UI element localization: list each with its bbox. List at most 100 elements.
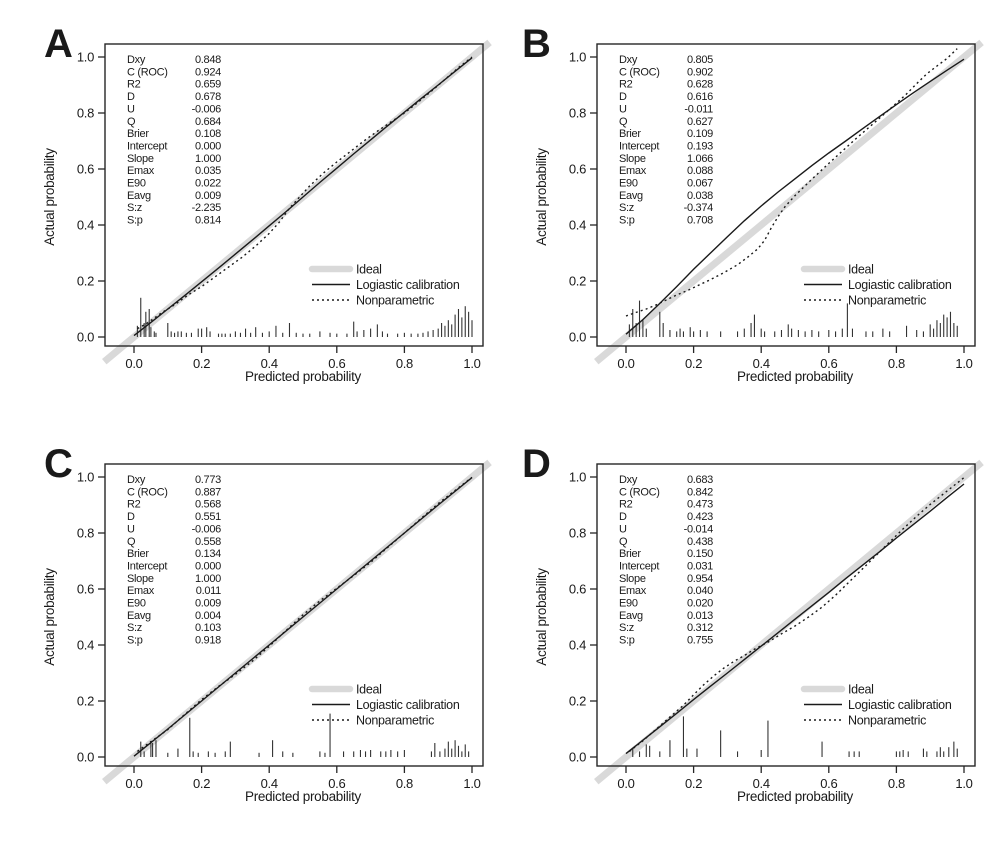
stat-label: S:p [127,635,143,647]
stat-label: U [619,103,627,115]
ideal-line [594,459,984,785]
stat-label: D [127,511,135,523]
stat-label: Eavg [619,610,643,622]
stat-label: Eavg [127,190,151,202]
x-tick-label: 1.0 [955,356,972,371]
stat-value: 0.683 [687,474,713,486]
stat-value: 0.755 [687,635,713,647]
logistic-line [625,58,965,335]
nonparametric-line [628,477,965,752]
y-tick-label: 0.4 [77,218,94,233]
x-axis-title: Predicted probability [737,369,854,384]
stat-label: R2 [619,79,633,91]
stat-label: S:z [127,622,142,634]
x-tick-label: 0.8 [396,356,413,371]
stat-label: D [619,511,627,523]
stat-label: E90 [619,598,638,610]
y-tick-label: 0.4 [569,218,586,233]
x-axis: 0.0 0.2 0.4 0.6 0.8 1.0 Predicted probability [617,346,973,384]
x-axis: 0.0 0.2 0.4 0.6 0.8 1.0 Predicted probability [125,346,481,384]
stat-value: 0.134 [195,548,221,560]
legend-label: Nonparametric [848,714,926,728]
stat-value: 0.628 [687,79,713,91]
stat-label: Dxy [619,474,638,486]
y-tick-label: 0.2 [77,274,94,289]
x-tick-label: 0.2 [193,776,210,791]
stat-value: -2.235 [192,202,222,214]
y-tick-label: 0.2 [77,694,94,709]
stat-value: 0.000 [195,560,221,572]
stat-label: Intercept [619,140,659,152]
stat-label: Slope [127,153,154,165]
y-tick-label: 0.6 [569,162,586,177]
stat-value: 1.066 [687,153,713,165]
stat-label: U [619,523,627,535]
legend-label: Nonparametric [356,294,434,308]
x-axis-title: Predicted probability [737,789,854,804]
stat-value: 0.568 [195,499,221,511]
stat-label: R2 [619,499,633,511]
stat-label: Eavg [619,190,643,202]
stat-value: 0.035 [195,165,221,177]
stat-value: 0.924 [195,66,221,78]
stat-label: D [619,91,627,103]
stat-label: Emax [127,165,155,177]
stat-label: C (ROC) [619,66,660,78]
stat-label: S:p [127,215,143,227]
stat-value: 0.848 [195,54,221,66]
panel-c: 0.0 0.2 0.4 0.6 0.8 1.0 Predicted probability 0… [0,420,500,840]
stat-value: 1.000 [195,153,221,165]
x-tick-label: 0.6 [328,356,345,371]
stat-value: 0.902 [687,66,713,78]
stat-value: 0.887 [195,486,221,498]
x-axis: 0.0 0.2 0.4 0.6 0.8 1.0 Predicted probability [125,766,481,804]
stat-label: Brier [619,128,641,140]
rug [632,716,958,757]
x-tick-label: 0.0 [617,776,634,791]
stat-label: R2 [127,79,141,91]
panel-a: 0.0 0.2 0.4 0.6 0.8 1.0 Predicted probability 0… [0,0,500,420]
stat-label: Slope [619,153,646,165]
y-tick-label: 0.6 [77,162,94,177]
nonparametric-line [136,476,473,752]
stat-label: S:z [127,202,142,214]
y-tick-label: 0.8 [569,106,586,121]
stat-value: 0.103 [195,622,221,634]
stat-label: Q [127,536,136,548]
stat-value: 0.805 [687,54,713,66]
y-tick-label: 1.0 [77,470,94,485]
panel-letter: D [522,442,551,486]
stat-value: -0.011 [684,103,713,115]
y-axis-title: Actual probability [534,148,549,246]
x-tick-label: 0.0 [125,776,142,791]
y-axis: 0.0 0.2 0.4 0.6 0.8 1.0 Actual probability [534,470,597,765]
legend-label: Ideal [356,263,382,277]
stat-value: 0.193 [687,140,713,152]
panel-letter: B [522,22,551,66]
legend-label: Logiastic calibration [848,278,952,292]
stat-value: 0.708 [687,215,713,227]
stat-label: Emax [619,585,647,597]
legend-label: Logiastic calibration [848,698,952,712]
stat-label: E90 [127,178,146,190]
legend-label: Ideal [848,263,874,277]
stat-label: C (ROC) [127,66,168,78]
stat-value: -0.006 [192,103,222,115]
stat-label: S:p [619,215,635,227]
y-axis: 0.0 0.2 0.4 0.6 0.8 1.0 Actual probability [534,50,597,345]
legend-label: Ideal [356,683,382,697]
stat-value: 0.473 [687,499,713,511]
stat-label: Q [619,116,628,128]
stat-label: Emax [619,165,647,177]
y-axis: 0.0 0.2 0.4 0.6 0.8 1.0 Actual probability [42,50,105,345]
stat-value: 0.013 [687,610,713,622]
stat-value: 0.312 [687,622,713,634]
legend-label: Nonparametric [848,294,926,308]
stat-value: 0.004 [195,610,221,622]
